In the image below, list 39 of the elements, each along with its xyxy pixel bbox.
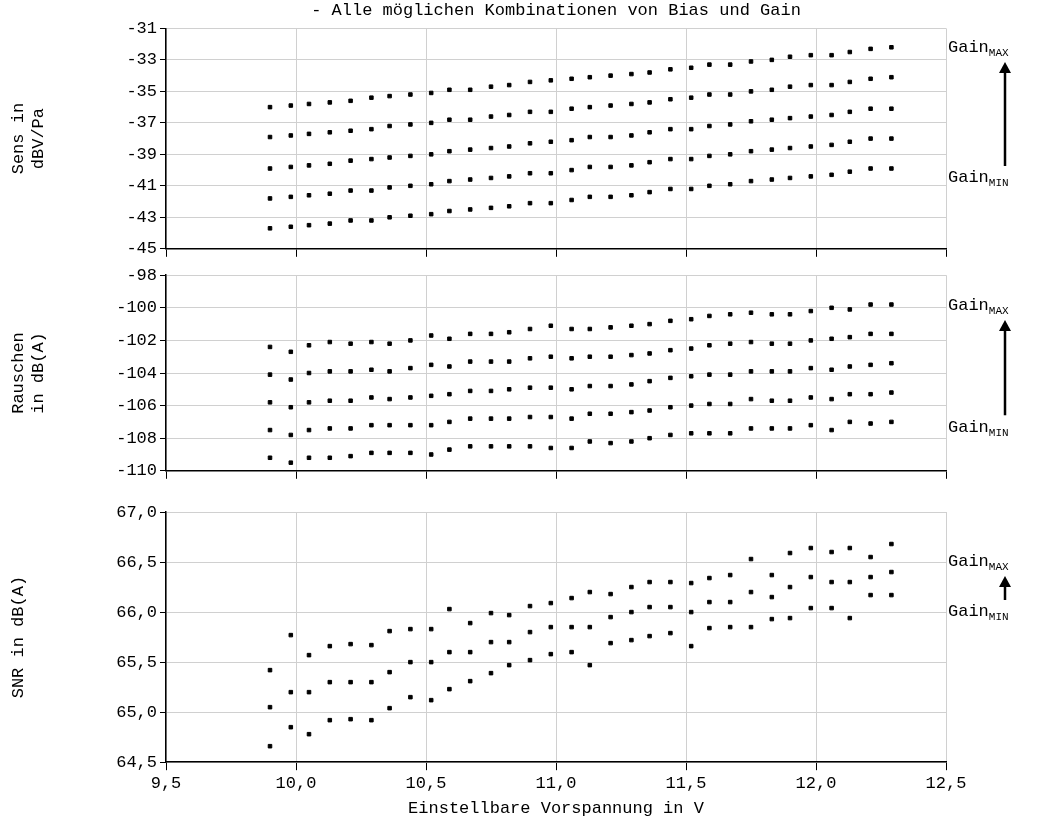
y-tick-label: -35	[126, 81, 157, 101]
x-tick-label: 11,0	[535, 773, 577, 793]
y-tick-label: 64,5	[116, 752, 157, 772]
y-tick-label: -39	[126, 144, 157, 164]
y-axis-title: Sens in dBV/Pa	[8, 102, 49, 175]
y-tick-label: -31	[126, 18, 157, 38]
y-tick-label: -110	[116, 461, 157, 481]
y-tick-label: -41	[126, 176, 157, 196]
y-tick-label: 67,0	[116, 502, 157, 522]
text: Gain$_{MIN}$	[948, 168, 1009, 192]
text: Gain$_{MAX}$	[948, 552, 1009, 576]
x-tick-label: 12,0	[795, 773, 837, 793]
y-tick-label: -33	[126, 50, 157, 70]
x-tick-label: 10,0	[275, 773, 317, 793]
y-axis-title: Rauschen in dB(A)	[8, 332, 49, 414]
y-tick-label: -45	[126, 239, 157, 259]
x-tick-label: 12,5	[925, 773, 967, 793]
y-tick-label: -43	[126, 207, 157, 227]
y-tick-label: -102	[116, 330, 157, 350]
y-tick-label: -106	[116, 396, 157, 416]
x-tick-label: 11,5	[665, 773, 707, 793]
text: Gain$_{MIN}$	[948, 417, 1009, 441]
y-tick-label: -100	[116, 298, 157, 318]
y-tick-label: -98	[126, 265, 157, 285]
x-tick-label: 9,5	[150, 773, 182, 793]
x-tick-label: 10,5	[405, 773, 447, 793]
text: Gain$_{MAX}$	[948, 296, 1009, 320]
x-axis-title: Einstellbare Vorspannung in V	[408, 799, 705, 819]
chart-title: - Alle möglichen Kombinationen von Bias und Gain	[311, 0, 801, 20]
y-tick-label: 66,5	[116, 552, 157, 572]
y-tick-label: 65,5	[116, 652, 157, 672]
y-tick-label: 66,0	[116, 602, 157, 622]
y-tick-label: 65,0	[116, 702, 157, 722]
text: Gain$_{MAX}$	[948, 38, 1009, 62]
y-tick-label: -37	[126, 113, 157, 133]
text: Gain$_{MIN}$	[948, 602, 1009, 626]
y-tick-label: -108	[116, 428, 157, 448]
y-axis-title: SNR in dB(A)	[8, 575, 28, 699]
y-tick-label: -104	[116, 363, 157, 383]
